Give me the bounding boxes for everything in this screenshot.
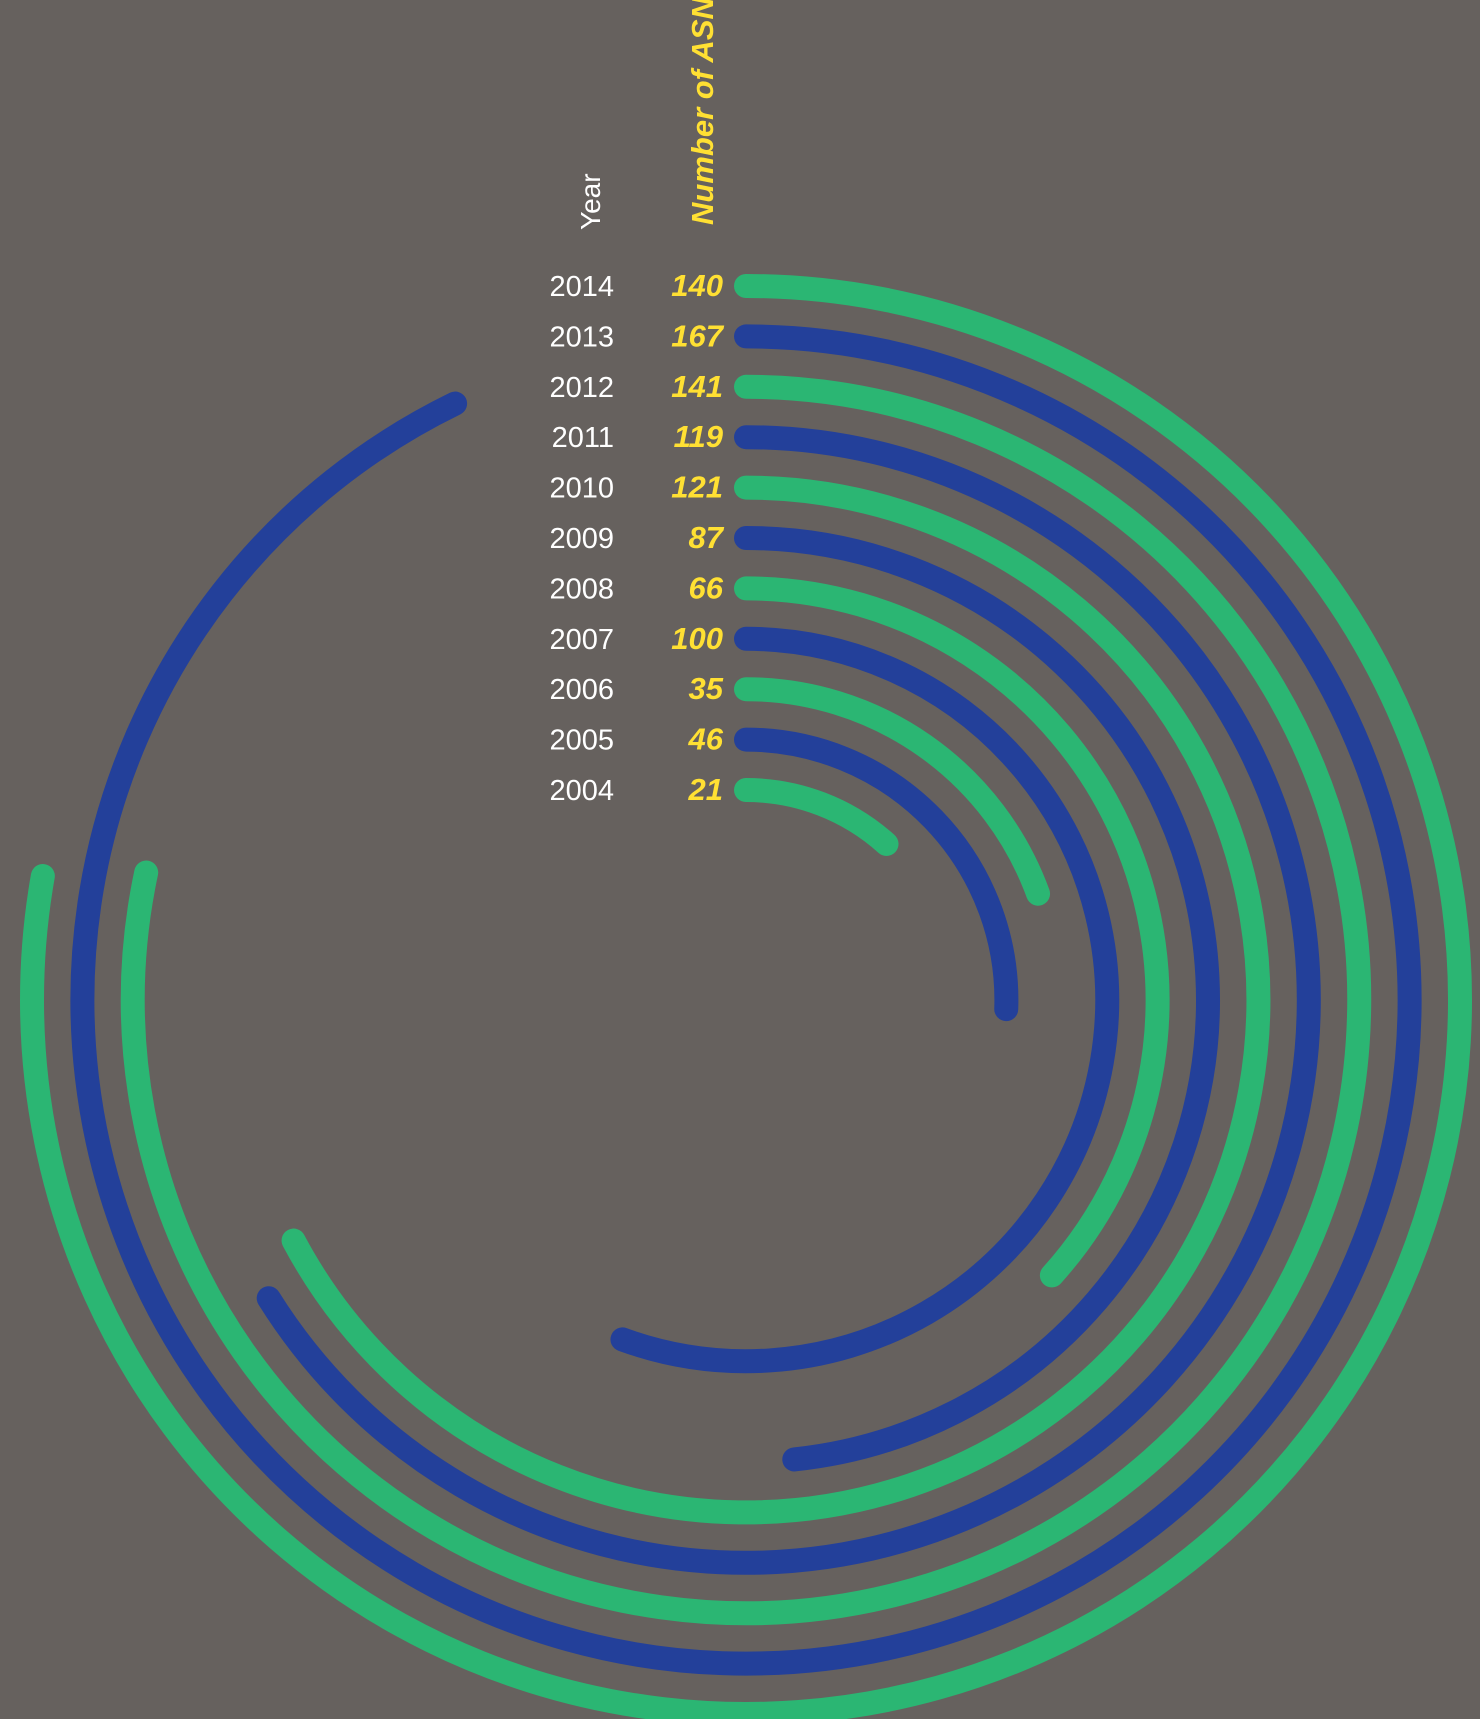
ring-2008	[734, 576, 1170, 1288]
year-label-2005: 2005	[549, 725, 614, 757]
year-label-2009: 2009	[549, 523, 614, 555]
ring-group	[20, 274, 1472, 1719]
value-label-2004: 21	[688, 772, 723, 807]
ring-2012	[120, 374, 1372, 1626]
value-label-2006: 35	[689, 671, 724, 706]
ring-2009	[734, 526, 1221, 1472]
ring-2011	[256, 425, 1321, 1575]
ring-2013	[70, 324, 1422, 1676]
ring-2005	[734, 727, 1019, 1022]
year-label-2006: 2006	[549, 674, 614, 706]
year-column-header: Year	[575, 173, 606, 230]
label-group: 2014 140 2013 167 2012 141 2011 119 2010 121 2009 8…	[549, 268, 724, 807]
year-label-2012: 2012	[549, 372, 614, 404]
year-label-2008: 2008	[549, 573, 614, 605]
ring-2010	[281, 475, 1271, 1525]
value-label-2014: 140	[671, 268, 723, 303]
value-label-2009: 87	[689, 520, 725, 555]
value-label-2007: 100	[671, 621, 723, 656]
value-label-2012: 141	[671, 369, 723, 404]
year-label-2010: 2010	[549, 473, 614, 505]
value-column-header: Number of ASNs	[685, 0, 720, 225]
ring-2007	[610, 626, 1120, 1374]
year-label-2013: 2013	[549, 321, 614, 353]
value-label-2011: 119	[674, 419, 724, 454]
ring-2006	[734, 677, 1051, 906]
ring-2014	[20, 274, 1472, 1719]
ring-2004	[734, 778, 899, 856]
year-label-2004: 2004	[549, 775, 614, 807]
year-label-2014: 2014	[549, 271, 614, 303]
value-label-2013: 167	[671, 318, 724, 353]
year-label-2007: 2007	[549, 624, 614, 656]
value-label-2010: 121	[671, 470, 723, 505]
year-label-2011: 2011	[552, 422, 614, 454]
value-label-2005: 46	[688, 722, 724, 757]
value-label-2008: 66	[689, 570, 724, 605]
